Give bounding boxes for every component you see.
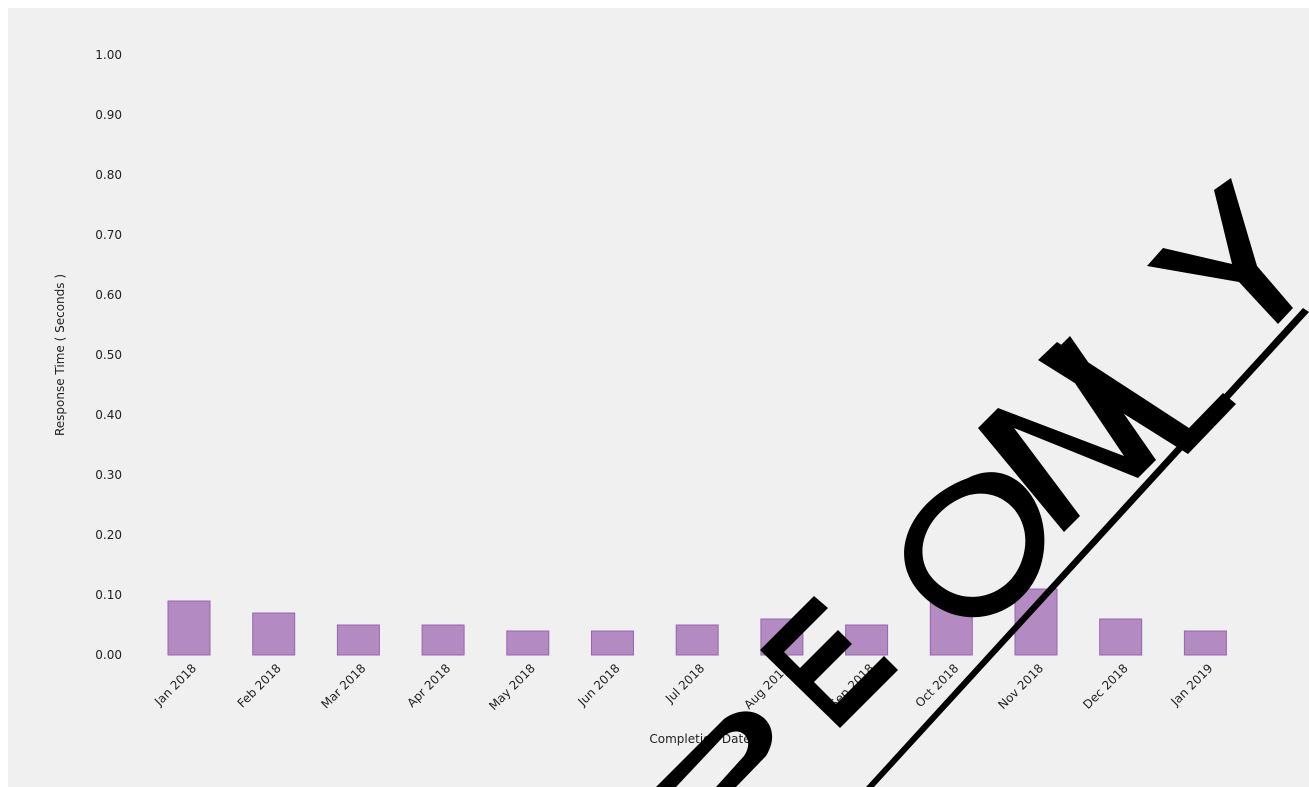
x-tick-label: May 2018 [486,661,538,713]
y-tick-label: 0.00 [95,648,122,662]
x-tick-label: Jan 2018 [151,661,199,709]
bar [167,600,211,656]
bar [506,630,550,656]
bar [845,624,889,656]
y-tick-label: 1.00 [95,48,122,62]
bar [675,624,719,656]
watermark-letter-e [760,596,898,728]
y-tick-label: 0.70 [95,228,122,242]
bar-chart: 0.00 0.10 0.20 0.30 0.40 0.50 0.60 0.70 0.80 0.90… [53,48,1309,787]
watermark-letter-n [978,336,1156,532]
chart-panel: 0.00 0.10 0.20 0.30 0.40 0.50 0.60 0.70 0.80 0.90… [8,8,1309,787]
y-tick-label: 0.20 [95,528,122,542]
x-tick-label: Mar 2018 [318,661,368,711]
bar [252,612,296,656]
bar [421,624,465,656]
x-axis: Jan 2018 Feb 2018 Mar 2018 Apr 2018 May 2018… [151,661,1215,713]
x-tick-label: Jul 2018 [662,661,707,706]
x-tick-label: Dec 2018 [1080,661,1131,712]
x-tick-label: Nov 2018 [995,661,1046,712]
bars-group [167,588,1227,656]
watermark-stamp [656,178,1309,787]
watermark-letter-y [1147,178,1293,324]
x-tick-label: Jun 2018 [574,661,622,709]
x-tick-label: Feb 2018 [235,661,284,710]
y-tick-label: 0.40 [95,408,122,422]
y-tick-label: 0.80 [95,168,122,182]
y-axis: 0.00 0.10 0.20 0.30 0.40 0.50 0.60 0.70 0.80 0.90… [95,48,122,662]
y-axis-title: Response Time ( Seconds ) [53,274,67,436]
bar [336,624,380,656]
y-tick-label: 0.90 [95,108,122,122]
y-tick-label: 0.30 [95,468,122,482]
y-tick-label: 0.50 [95,348,122,362]
x-axis-title: Completion Date [649,732,750,746]
bar [1183,630,1227,656]
bar [1099,618,1143,656]
x-tick-label: Apr 2018 [404,661,453,710]
watermark-letter-o [904,472,1045,618]
x-tick-label: Jan 2019 [1168,661,1216,709]
x-tick-label: Oct 2018 [913,661,962,710]
watermark-letter-p [656,711,773,787]
bar [591,630,634,656]
y-tick-label: 0.10 [95,588,122,602]
y-tick-label: 0.60 [95,288,122,302]
